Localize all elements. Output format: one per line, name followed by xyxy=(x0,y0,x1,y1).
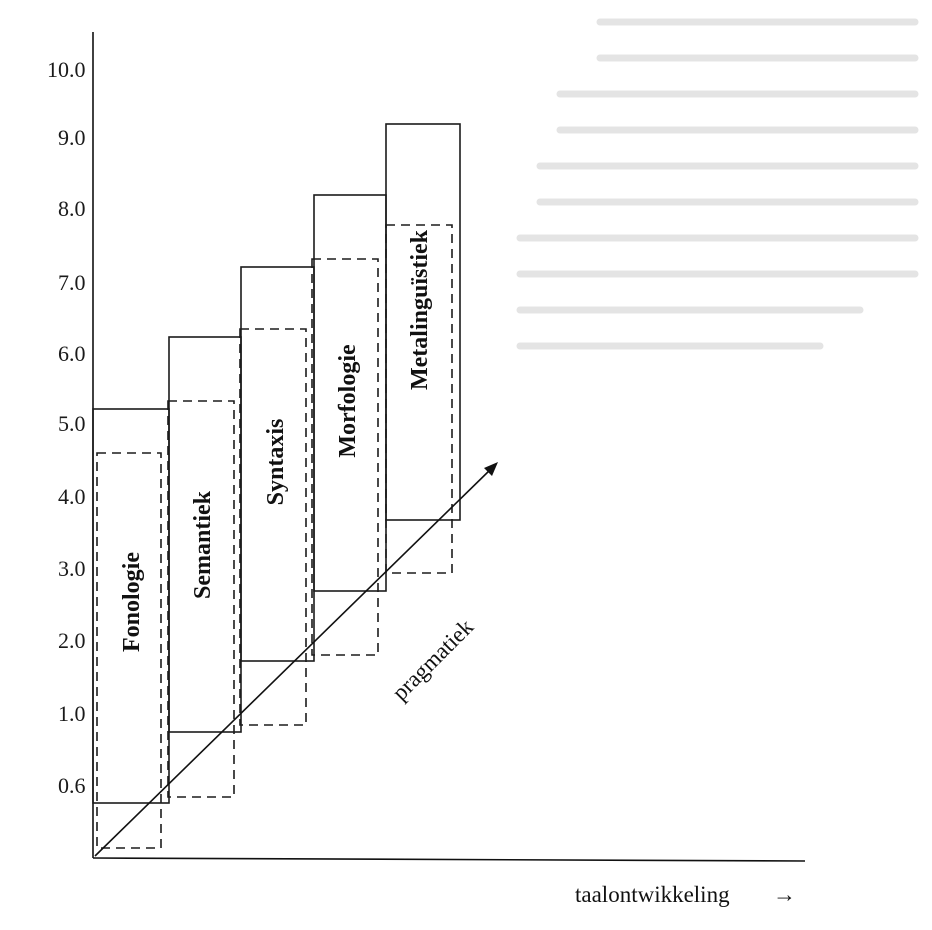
component-box xyxy=(385,123,461,521)
x-axis-line xyxy=(92,857,806,862)
y-tick-label: 3.0 xyxy=(58,556,86,581)
pragmatiek-label: pragmatiek xyxy=(387,614,478,705)
component-label-metalinguistiek: Metalinguïstiek xyxy=(407,229,433,390)
y-tick-label: 0.6 xyxy=(58,773,86,798)
x-axis-label: taalontwikkeling xyxy=(575,882,730,907)
component-label-semantiek: Semantiek xyxy=(190,490,216,599)
paper-bleed-through xyxy=(516,18,919,350)
y-tick-label: 9.0 xyxy=(58,125,86,150)
pragmatiek-arrow xyxy=(94,462,498,857)
component-dashed-range xyxy=(239,328,307,726)
y-tick-label: 5.0 xyxy=(58,411,86,436)
y-tick-label: 2.0 xyxy=(58,628,86,653)
component-dashed-range xyxy=(311,258,379,656)
component-dashed-range xyxy=(96,452,162,849)
x-axis-arrow-icon: → xyxy=(773,882,796,907)
component-dashed-range xyxy=(167,400,235,798)
component-label-fonologie: Fonologie xyxy=(119,552,145,652)
y-tick-label: 4.0 xyxy=(58,484,86,509)
y-tick-label: 1.0 xyxy=(58,701,86,726)
component-label-syntaxis: Syntaxis xyxy=(263,419,289,506)
y-tick-label: 10.0 xyxy=(47,57,86,82)
y-tick-label: 8.0 xyxy=(58,196,86,221)
y-tick-label: 7.0 xyxy=(58,270,86,295)
y-axis-ticks: 10.0 9.0 8.0 7.0 6.0 5.0 4.0 3.0 2.0 1.0… xyxy=(47,57,86,798)
component-label-morfologie: Morfologie xyxy=(335,344,361,458)
y-tick-label: 6.0 xyxy=(58,341,86,366)
